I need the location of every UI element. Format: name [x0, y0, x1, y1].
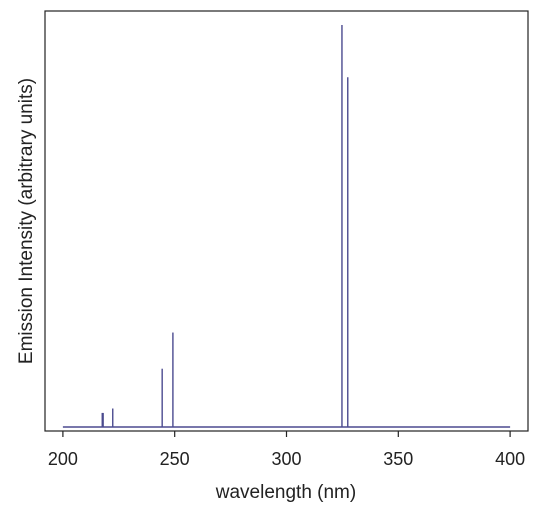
- y-axis-title: Emission Intensity (arbitrary units): [16, 78, 37, 364]
- x-axis-ticks: 200 250 300 350 400: [48, 431, 525, 469]
- spectrum-series: [62, 25, 511, 428]
- x-tick-label: 200: [48, 449, 78, 469]
- x-tick-label: 400: [495, 449, 525, 469]
- x-tick-label: 250: [160, 449, 190, 469]
- x-tick-label: 300: [271, 449, 301, 469]
- plot-frame: [44, 10, 529, 432]
- x-tick-label: 350: [383, 449, 413, 469]
- x-axis-title: wavelength (nm): [215, 482, 356, 503]
